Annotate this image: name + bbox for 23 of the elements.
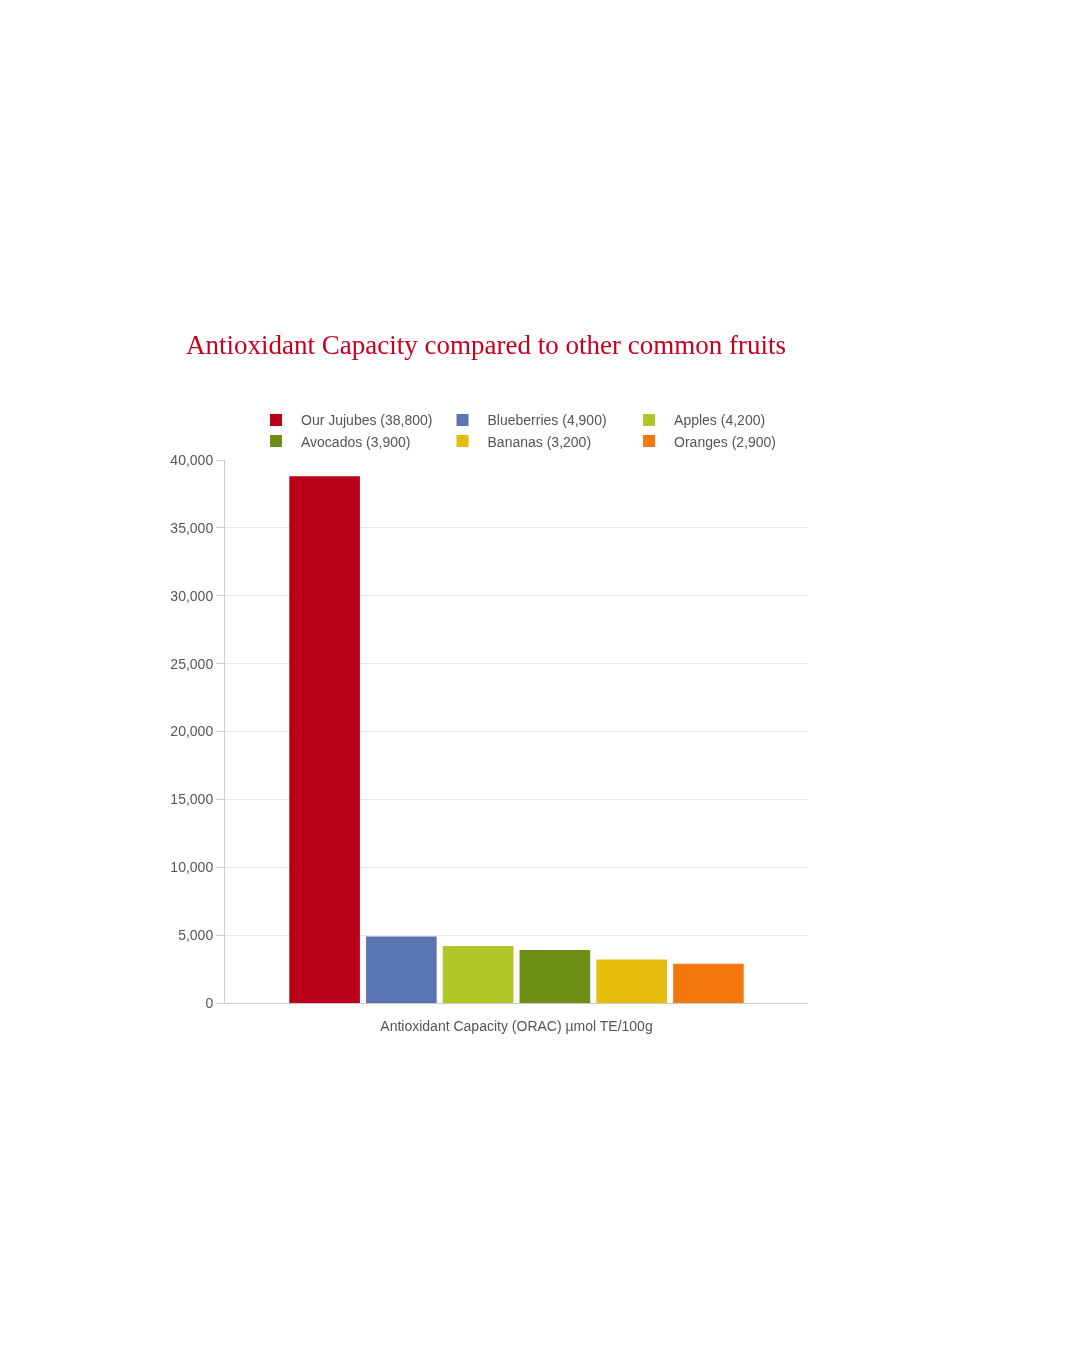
y-tick-label: 35,000 xyxy=(170,519,214,536)
bar xyxy=(289,476,360,1003)
y-tick-label: 0 xyxy=(205,994,214,1011)
y-tick-label: 25,000 xyxy=(170,655,214,672)
chart-title: Antioxidant Capacity compared to other common fruits xyxy=(186,330,786,361)
legend-label: Apples (4,200) xyxy=(674,412,766,429)
legend-label: Blueberries (4,900) xyxy=(487,412,607,429)
y-tick-label: 30,000 xyxy=(170,587,214,604)
legend-label: Our Jujubes (38,800) xyxy=(301,412,433,429)
y-tick-label: 10,000 xyxy=(170,859,214,876)
y-tick-label: 20,000 xyxy=(170,723,214,740)
legend-label: Oranges (2,900) xyxy=(674,433,777,450)
legend-label: Avocados (3,900) xyxy=(301,433,411,450)
y-tick-label: 5,000 xyxy=(178,927,214,944)
bar xyxy=(442,945,514,1003)
x-axis-title: Antioxidant Capacity (ORAC) µmol TE/100g xyxy=(380,1018,653,1035)
legend-label: Bananas (3,200) xyxy=(487,433,592,450)
y-tick-label: 15,000 xyxy=(170,791,214,808)
bar xyxy=(366,936,437,1003)
bar xyxy=(673,963,744,1003)
y-tick-label: 40,000 xyxy=(170,451,214,468)
bar xyxy=(596,959,667,1003)
bar xyxy=(519,950,591,1003)
